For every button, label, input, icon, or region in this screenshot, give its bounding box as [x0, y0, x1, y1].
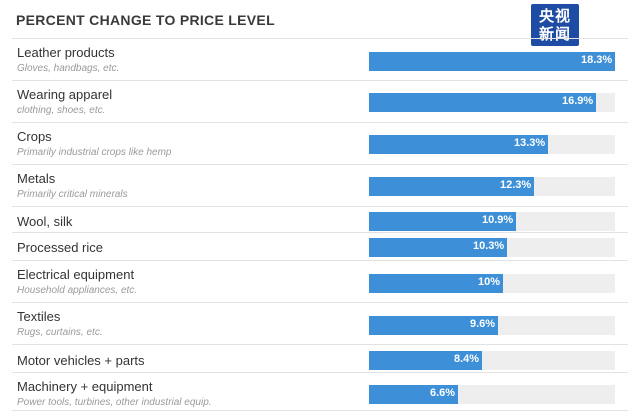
bar-machinery-equipment: [369, 385, 458, 404]
value-label-electrical-equipment: 10%: [478, 276, 501, 288]
category-sublabel-wearing-apparel: clothing, shoes, etc.: [17, 105, 106, 116]
row-divider: [12, 260, 628, 261]
bar-wool-silk: [369, 212, 516, 231]
row-divider: [12, 38, 628, 39]
row-divider: [12, 344, 628, 345]
bar-electrical-equipment: [369, 274, 503, 293]
category-label-electrical-equipment: Electrical equipment: [17, 267, 135, 282]
watermark-line-1: 央视: [538, 7, 571, 25]
chart-title: PERCENT CHANGE TO PRICE LEVEL: [16, 12, 275, 28]
row-divider: [12, 302, 628, 303]
bar-metals: [369, 177, 534, 196]
bar-track-motor-vehicles-parts: 8.4%: [369, 351, 615, 370]
bar-textiles: [369, 316, 498, 335]
row-divider: [12, 122, 628, 123]
value-label-wool-silk: 10.9%: [482, 214, 514, 226]
category-label-crops: Crops: [17, 129, 52, 144]
watermark-logo: 央视 新闻: [531, 4, 579, 46]
bar-wearing-apparel: [369, 93, 596, 112]
category-sublabel-electrical-equipment: Household appliances, etc.: [17, 285, 138, 296]
bar-track-electrical-equipment: 10%: [369, 274, 615, 293]
category-label-wool-silk: Wool, silk: [17, 214, 73, 229]
bar-track-wearing-apparel: 16.9%: [369, 93, 615, 112]
row-divider: [12, 164, 628, 165]
row-divider: [12, 206, 628, 207]
value-label-machinery-equipment: 6.6%: [430, 387, 456, 399]
value-label-motor-vehicles-parts: 8.4%: [454, 353, 480, 365]
category-label-textiles: Textiles: [17, 309, 61, 324]
bar-processed-rice: [369, 238, 507, 257]
value-label-metals: 12.3%: [500, 179, 532, 191]
category-label-motor-vehicles-parts: Motor vehicles + parts: [17, 353, 145, 368]
bar-leather-products: [369, 52, 615, 71]
bar-crops: [369, 135, 548, 154]
value-label-processed-rice: 10.3%: [473, 240, 505, 252]
category-sublabel-crops: Primarily industrial crops like hemp: [17, 147, 172, 158]
row-divider: [12, 372, 628, 373]
value-label-textiles: 9.6%: [470, 318, 496, 330]
bar-track-leather-products: 18.3%: [369, 52, 615, 71]
bar-track-metals: 12.3%: [369, 177, 615, 196]
bar-track-wool-silk: 10.9%: [369, 212, 615, 231]
category-sublabel-leather-products: Gloves, handbags, etc.: [17, 63, 120, 74]
category-sublabel-textiles: Rugs, curtains, etc.: [17, 327, 103, 338]
bar-track-machinery-equipment: 6.6%: [369, 385, 615, 404]
value-label-crops: 13.3%: [514, 137, 546, 149]
category-label-leather-products: Leather products: [17, 45, 115, 60]
row-divider: [12, 410, 628, 411]
row-divider: [12, 232, 628, 233]
row-divider: [12, 80, 628, 81]
value-label-leather-products: 18.3%: [581, 54, 613, 66]
category-label-processed-rice: Processed rice: [17, 240, 103, 255]
category-label-wearing-apparel: Wearing apparel: [17, 87, 113, 102]
category-sublabel-machinery-equipment: Power tools, turbines, other industrial …: [17, 397, 212, 408]
bar-track-crops: 13.3%: [369, 135, 615, 154]
category-label-metals: Metals: [17, 171, 56, 186]
bar-motor-vehicles-parts: [369, 351, 482, 370]
category-sublabel-metals: Primarily critical minerals: [17, 189, 128, 200]
category-label-machinery-equipment: Machinery + equipment: [17, 379, 153, 394]
value-label-wearing-apparel: 16.9%: [562, 95, 594, 107]
bar-track-textiles: 9.6%: [369, 316, 615, 335]
bar-track-processed-rice: 10.3%: [369, 238, 615, 257]
